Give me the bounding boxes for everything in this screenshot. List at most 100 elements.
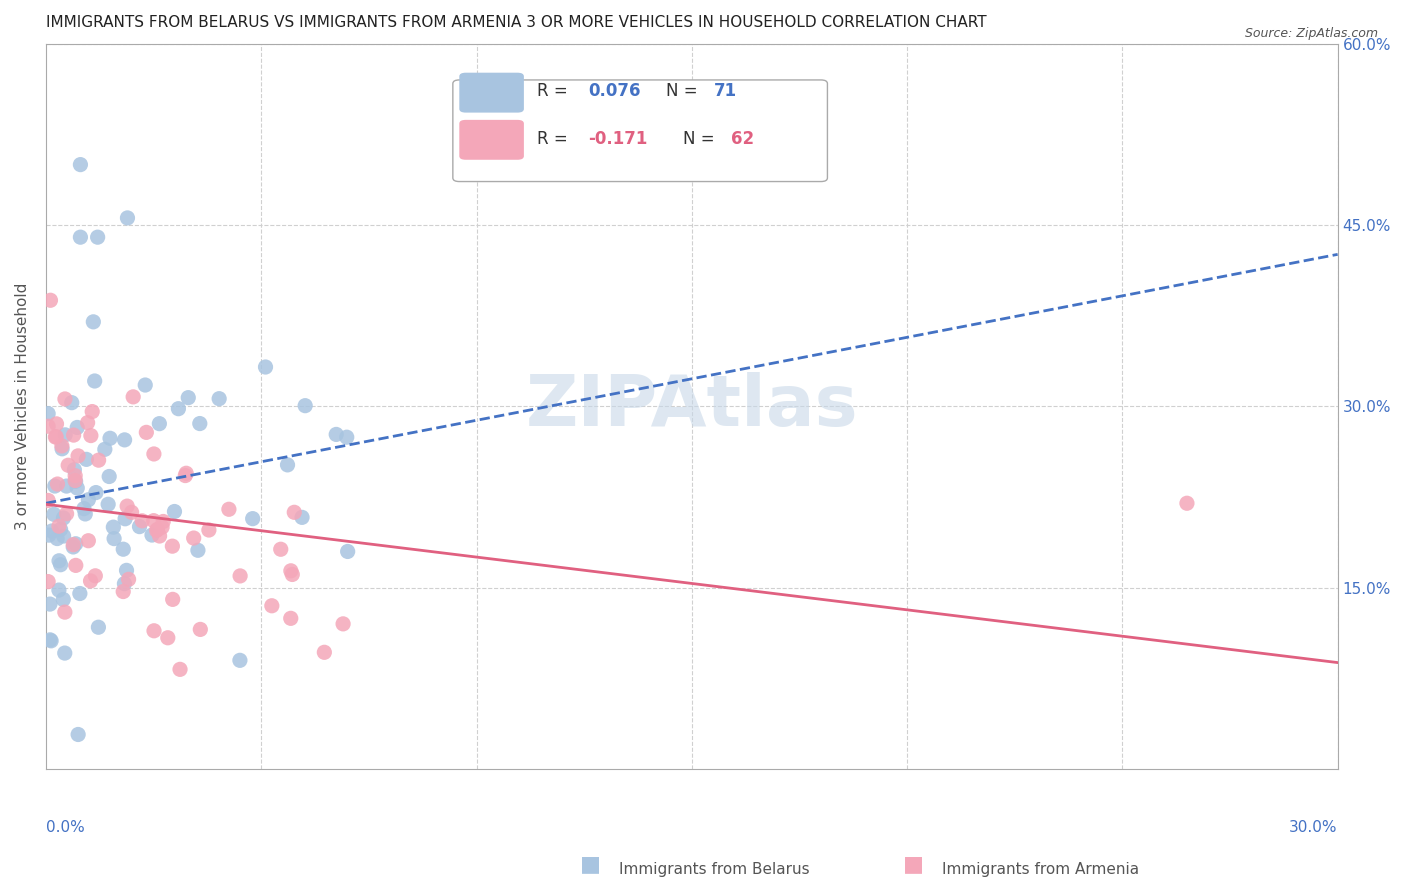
Point [332, 616, 354, 631]
Point [69, 158, 91, 172]
Point [276, 458, 298, 472]
Point [141, 528, 163, 542]
Point [82, 404, 104, 418]
Point [66, 420, 89, 434]
Point [66, 481, 89, 495]
Point [41, 524, 63, 538]
Text: Immigrants from Belarus: Immigrants from Belarus [619, 863, 810, 877]
Point [45, 417, 67, 431]
Point [134, 378, 156, 392]
Point [150, 520, 173, 534]
Point [145, 524, 167, 538]
Point [38, 528, 60, 542]
Point [63, 474, 86, 488]
Point [48, 519, 70, 533]
Text: R =: R = [537, 130, 572, 148]
Point [60, 395, 83, 409]
Point [67, 727, 90, 741]
FancyBboxPatch shape [453, 80, 827, 182]
Point [52, 592, 75, 607]
Point [183, 531, 205, 545]
Point [69, 586, 91, 600]
Point [49, 523, 72, 537]
Point [103, 532, 125, 546]
Text: ZIPAtlas: ZIPAtlas [526, 372, 858, 441]
Point [114, 433, 136, 447]
Point [76, 416, 98, 430]
Point [37, 493, 59, 508]
Point [69, 230, 91, 244]
Text: N =: N = [683, 130, 720, 148]
Point [67, 449, 90, 463]
Point [188, 623, 211, 637]
Point [39, 632, 62, 647]
Point [336, 544, 359, 558]
Point [65, 475, 87, 489]
Point [53, 605, 76, 619]
Point [115, 499, 138, 513]
Point [148, 417, 170, 431]
Point [146, 523, 169, 537]
Point [167, 401, 190, 416]
Point [73, 501, 96, 516]
Point [62, 538, 84, 552]
Point [37, 407, 59, 421]
Point [122, 390, 145, 404]
Point [77, 533, 100, 548]
Point [52, 511, 75, 525]
Point [208, 392, 231, 406]
FancyBboxPatch shape [460, 120, 524, 160]
Point [84, 485, 107, 500]
Point [53, 646, 76, 660]
Text: ■: ■ [904, 854, 924, 873]
Point [162, 592, 184, 607]
Point [229, 653, 252, 667]
Point [291, 510, 314, 524]
Point [65, 537, 87, 551]
Point [45, 430, 67, 444]
Point [80, 428, 103, 442]
Point [51, 439, 73, 453]
Point [142, 447, 165, 461]
Point [98, 469, 121, 483]
Point [86, 230, 108, 244]
Point [62, 540, 84, 554]
Point [39, 633, 62, 648]
Point [283, 505, 305, 519]
Point [48, 583, 70, 598]
Point [114, 512, 136, 526]
Point [142, 514, 165, 528]
Point [75, 452, 97, 467]
Point [242, 511, 264, 525]
Point [169, 662, 191, 676]
Point [314, 645, 336, 659]
Point [75, 507, 97, 521]
Point [44, 479, 66, 493]
Point [174, 467, 197, 481]
Point [148, 529, 170, 543]
Point [44, 430, 66, 444]
Point [51, 442, 73, 456]
Point [63, 463, 86, 477]
Y-axis label: 3 or more Vehicles in Household: 3 or more Vehicles in Household [15, 283, 30, 530]
Point [121, 505, 143, 519]
Point [98, 431, 121, 445]
Point [112, 542, 135, 557]
Point [260, 599, 283, 613]
Point [103, 520, 125, 534]
Point [325, 427, 347, 442]
Text: ■: ■ [581, 854, 600, 873]
Point [1175, 496, 1198, 510]
Point [63, 468, 86, 483]
Point [46, 477, 69, 491]
Point [280, 564, 302, 578]
Point [163, 504, 186, 518]
Text: 62: 62 [731, 130, 754, 148]
Point [65, 558, 87, 573]
Point [336, 430, 359, 444]
Point [177, 391, 200, 405]
Point [42, 508, 65, 522]
Point [115, 563, 138, 577]
Point [79, 574, 101, 588]
Point [254, 359, 277, 374]
